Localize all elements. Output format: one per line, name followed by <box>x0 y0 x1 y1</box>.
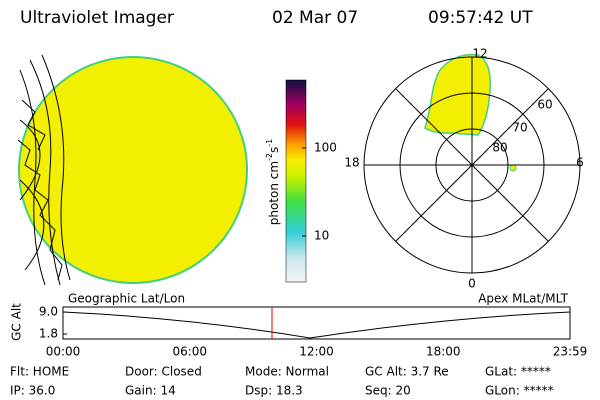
colorbar-tick-label: 10 <box>314 228 329 242</box>
aurora-spot <box>509 164 517 172</box>
axis-label: GC Alt <box>10 303 24 341</box>
status-field: Dsp: 18.3 <box>245 384 303 398</box>
status-field: GLon: ***** <box>485 384 554 398</box>
panel-title: Geographic Lat/Lon <box>68 292 185 306</box>
label-exp: -1 <box>265 139 274 147</box>
time: 09:57:42 UT <box>428 8 533 28</box>
x-tick-label: 00:00 <box>46 345 81 359</box>
polar-grid <box>363 56 581 274</box>
coastlines <box>17 54 71 286</box>
status-field: Door: Closed <box>125 365 202 379</box>
mlt-label: 18 <box>344 156 359 170</box>
x-tick-label: 12:00 <box>299 345 334 359</box>
colorbar-tick-label: 100 <box>314 140 337 154</box>
x-tick-label: 23:59 <box>553 345 588 359</box>
status-field: Gain: 14 <box>125 384 176 398</box>
date: 02 Mar 07 <box>272 8 358 28</box>
label-exp: -2 <box>265 153 274 161</box>
mlt-label: 12 <box>472 47 487 61</box>
x-tick-label: 06:00 <box>172 345 207 359</box>
colorbar-label: photon cm-2s-1 <box>265 139 281 226</box>
lat-label: 70 <box>512 121 527 135</box>
label: photon cm <box>267 161 281 225</box>
lat-label: 60 <box>537 98 552 112</box>
panel-frame <box>62 306 571 340</box>
status-field: Seq: 20 <box>365 384 411 398</box>
status-field: IP: 36.0 <box>10 384 55 398</box>
mlt-label: 6 <box>576 156 584 170</box>
earth-disk <box>18 56 248 284</box>
status-field: Flt: HOME <box>10 365 69 379</box>
altitude-curve <box>62 311 571 339</box>
status-field: GLat: ***** <box>485 365 551 379</box>
colorbar <box>285 79 307 283</box>
instrument: Ultraviolet Imager <box>20 8 174 28</box>
panel-title: Apex MLat/MLT <box>478 292 568 306</box>
label: s <box>267 147 281 153</box>
status-field: Mode: Normal <box>245 365 329 379</box>
y-tick-label: 9.0 <box>39 305 58 319</box>
y-tick-label: 1.8 <box>39 327 58 341</box>
x-tick-label: 18:00 <box>426 345 461 359</box>
status-field: GC Alt: 3.7 Re <box>365 365 449 379</box>
lat-label: 80 <box>492 141 507 155</box>
mlt-label: 0 <box>468 277 476 291</box>
